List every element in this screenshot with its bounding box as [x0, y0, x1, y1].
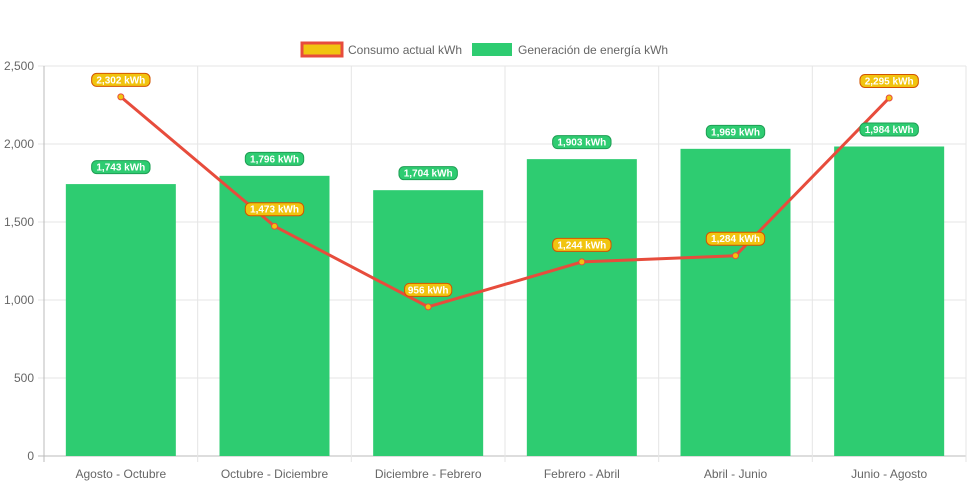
y-tick-label: 500 — [14, 371, 34, 385]
bar-generacion[interactable] — [680, 148, 791, 456]
data-label-consumo: 1,244 kWh — [557, 240, 606, 251]
point-consumo[interactable] — [732, 252, 739, 260]
data-label-consumo-bg — [91, 72, 151, 87]
data-label-generacion: 1,704 kWh — [404, 169, 453, 180]
bar-generacion[interactable] — [526, 159, 637, 456]
data-label-consumo-bg — [552, 237, 612, 252]
x-tick-label: Febrero - Abril — [544, 467, 620, 481]
data-label-generacion-bg — [398, 166, 458, 181]
data-labels: 1,743 kWh 1,796 kWh 1,704 kWh 1,903 kWh 1,96… — [91, 72, 919, 297]
data-label-generacion-bg — [705, 124, 766, 139]
legend-label-consumo[interactable]: Consumo actual kWh — [348, 43, 462, 57]
legend-swatch-consumo[interactable] — [300, 41, 344, 58]
data-label-consumo: 956 kWh — [408, 285, 449, 296]
x-tick-label: Diciembre - Febrero — [375, 467, 482, 481]
x-tick-label: Octubre - Diciembre — [221, 467, 329, 481]
bar-generacion[interactable] — [219, 175, 330, 456]
y-tick-label: 0 — [27, 449, 34, 463]
point-consumo[interactable] — [117, 93, 125, 101]
y-tick-label: 1,500 — [4, 215, 34, 229]
y-tick-label: 1,000 — [4, 293, 34, 307]
data-label-consumo: 2,302 kWh — [96, 75, 145, 86]
data-label-generacion: 1,984 kWh — [865, 125, 914, 136]
bar-generacion[interactable] — [373, 190, 484, 456]
data-label-generacion-bg — [552, 135, 612, 150]
data-label-generacion-bg — [91, 160, 151, 175]
data-label-generacion: 1,969 kWh — [711, 127, 760, 138]
point-consumo[interactable] — [885, 94, 893, 102]
point-consumo[interactable] — [271, 222, 278, 230]
bar-generacion[interactable] — [65, 184, 176, 457]
data-label-consumo-bg — [404, 282, 453, 297]
bar-generacion[interactable] — [834, 146, 945, 456]
legend-label-generacion[interactable]: Generación de energía kWh — [518, 43, 668, 57]
data-label-consumo-bg — [705, 231, 766, 246]
axes: 0 500 1,000 1,500 2,000 2,500 Agosto - Octubre… — [4, 59, 928, 481]
data-label-generacion-bg — [859, 122, 919, 137]
data-label-generacion-bg — [244, 151, 305, 166]
data-label-consumo: 1,284 kWh — [711, 234, 760, 245]
legend[interactable]: Consumo actual kWh Generación de energía… — [300, 41, 668, 58]
x-tick-label: Abril - Junio — [704, 467, 768, 481]
point-consumo[interactable] — [424, 303, 432, 311]
data-label-consumo: 1,473 kWh — [250, 205, 299, 216]
data-label-consumo-bg — [244, 202, 305, 217]
point-consumo[interactable] — [578, 258, 586, 266]
x-tick-label: Junio - Agosto — [851, 467, 927, 481]
y-tick-label: 2,000 — [4, 137, 34, 151]
legend-swatch-generacion[interactable] — [472, 43, 512, 56]
data-label-consumo: 2,295 kWh — [865, 76, 914, 87]
data-label-generacion: 1,903 kWh — [557, 138, 606, 149]
data-label-generacion: 1,743 kWh — [96, 163, 145, 174]
x-tick-label: Agosto - Octubre — [75, 467, 166, 481]
bar-series — [65, 146, 945, 457]
data-label-generacion: 1,796 kWh — [250, 154, 299, 165]
y-tick-label: 2,500 — [4, 59, 34, 73]
data-label-consumo-bg — [859, 73, 919, 88]
grid-lines — [38, 65, 967, 462]
